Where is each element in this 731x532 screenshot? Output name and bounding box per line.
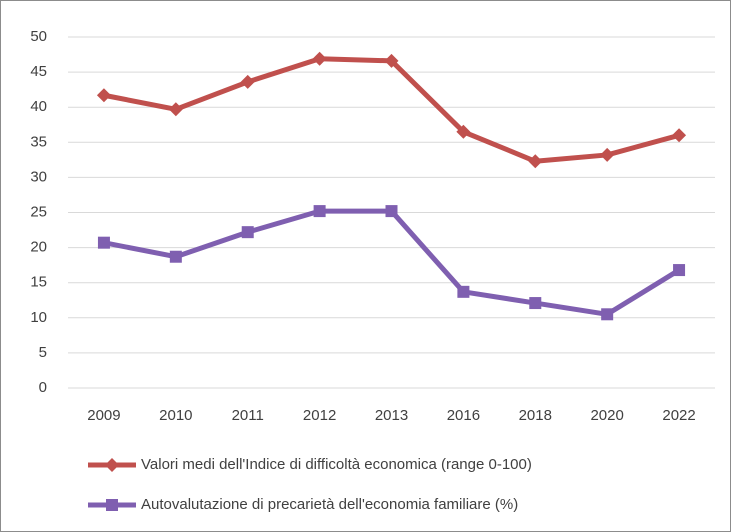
point-marker <box>169 250 182 263</box>
x-tick-label: 2022 <box>662 407 695 424</box>
x-tick-label: 2013 <box>375 407 408 424</box>
y-tick-label: 10 <box>30 309 47 326</box>
point-marker <box>673 264 686 277</box>
y-tick-label: 45 <box>30 63 47 80</box>
point-marker <box>456 124 471 139</box>
x-tick-label: 2020 <box>590 407 623 424</box>
y-tick-label: 50 <box>30 28 47 45</box>
y-tick-label: 0 <box>39 379 47 396</box>
x-tick-label: 2016 <box>447 407 480 424</box>
x-tick-label: 2011 <box>232 407 264 424</box>
x-tick-label: 2010 <box>159 407 192 424</box>
point-marker <box>384 53 399 68</box>
y-tick-label: 20 <box>30 239 47 256</box>
point-marker <box>601 308 614 321</box>
legend-label: Autovalutazione di precarietà dell'econo… <box>141 496 518 513</box>
legend-marker <box>106 499 118 511</box>
y-tick-label: 40 <box>30 98 47 115</box>
point-marker <box>600 147 615 162</box>
point-marker <box>672 128 687 143</box>
point-marker <box>97 236 110 249</box>
point-marker <box>528 154 543 169</box>
y-tick-label: 15 <box>30 274 47 291</box>
y-tick-label: 25 <box>30 203 47 220</box>
point-marker <box>385 205 398 218</box>
y-tick-label: 5 <box>39 344 47 361</box>
legend-label: Valori medi dell'Indice di difficoltà ec… <box>141 456 532 473</box>
x-tick-label: 2012 <box>303 407 336 424</box>
point-marker <box>168 102 183 117</box>
point-marker <box>240 74 255 89</box>
point-marker <box>312 51 327 66</box>
y-tick-label: 35 <box>30 133 47 150</box>
x-tick-label: 2009 <box>87 407 120 424</box>
y-tick-label: 30 <box>30 168 47 185</box>
point-marker <box>96 88 111 103</box>
point-marker <box>313 205 326 218</box>
point-marker <box>529 297 542 310</box>
point-marker <box>457 285 470 298</box>
x-tick-label: 2018 <box>519 407 552 424</box>
point-marker <box>241 226 254 239</box>
legend-marker <box>105 458 119 472</box>
